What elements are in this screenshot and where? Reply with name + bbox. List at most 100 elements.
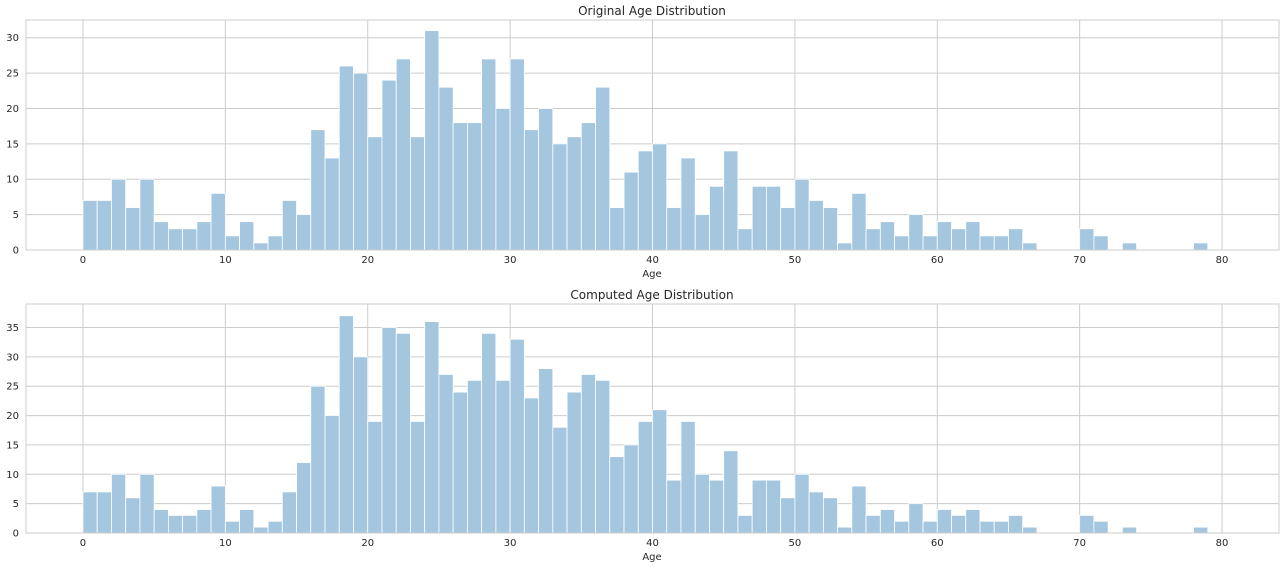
histogram-bar — [637, 421, 653, 534]
histogram-bar — [353, 356, 369, 534]
histogram-bar — [794, 178, 810, 251]
histogram-bar — [395, 332, 411, 534]
x-tick-label: 20 — [361, 538, 374, 549]
histogram-bar — [367, 421, 383, 534]
histogram-bar — [239, 509, 255, 534]
histogram-bar — [894, 520, 910, 534]
chart-title: Computed Age Distribution — [570, 288, 733, 302]
histogram-bar — [951, 514, 967, 534]
histogram-bar — [167, 514, 184, 534]
histogram-bar — [224, 520, 240, 534]
x-axis-label: Age — [642, 552, 661, 563]
histogram-bar — [1008, 514, 1024, 534]
histogram-bar — [139, 178, 155, 251]
histogram-bar — [239, 221, 255, 251]
y-tick-label: 20 — [6, 411, 19, 422]
histogram-bar — [96, 491, 112, 534]
histogram-bar — [652, 143, 668, 251]
histogram-bar — [609, 207, 625, 251]
histogram-bar — [310, 129, 326, 251]
histogram-bar — [182, 514, 198, 534]
histogram-bar — [908, 214, 924, 251]
original-age-panel: 0 5 10 15 20 25 30 0 10 20 30 40 50 60 70 80 Original A… — [6, 4, 1280, 280]
histogram-bar — [609, 456, 625, 534]
histogram-bar — [1079, 514, 1095, 534]
histogram-bar — [125, 207, 141, 251]
histogram-bar — [111, 473, 127, 534]
histogram-bar — [296, 462, 312, 534]
x-tick-label: 50 — [789, 538, 802, 549]
histogram-bar — [851, 485, 867, 534]
histogram-bar — [580, 374, 596, 534]
histogram-bar — [865, 514, 881, 534]
histogram-bar — [281, 200, 297, 251]
histogram-bar — [538, 368, 554, 534]
histogram-bar — [1193, 242, 1209, 251]
histogram-bar — [780, 497, 796, 534]
plot-frame — [25, 303, 1280, 534]
y-tick-label: 30 — [6, 33, 19, 44]
x-tick-label: 80 — [1216, 538, 1229, 549]
histogram-bar — [951, 228, 967, 251]
histogram-bar — [1022, 526, 1038, 534]
y-tick-label: 15 — [6, 440, 19, 451]
histogram-bar — [338, 65, 354, 251]
histogram-bar — [580, 122, 596, 251]
x-tick-label: 0 — [80, 538, 86, 549]
histogram-bar — [908, 503, 924, 534]
histogram-bar — [495, 379, 511, 534]
histogram-bar — [822, 207, 839, 251]
histogram-bar — [837, 526, 853, 534]
histogram-bar — [595, 86, 611, 251]
histogram-bar — [296, 214, 312, 251]
x-tick-label: 30 — [504, 255, 517, 266]
x-tick-label: 70 — [1073, 538, 1086, 549]
histogram-bar — [267, 235, 283, 251]
x-tick-label: 80 — [1216, 255, 1229, 266]
histogram-bar — [879, 509, 895, 534]
histogram-bar — [1022, 242, 1038, 251]
histogram-bar — [438, 86, 454, 251]
histogram-bar — [751, 479, 767, 534]
histogram-bar — [552, 143, 568, 251]
histogram-bar — [566, 391, 582, 534]
histogram-bar — [509, 58, 525, 251]
histogram-bar — [153, 221, 169, 251]
y-tick-label: 15 — [6, 139, 19, 150]
histogram-bar — [666, 479, 682, 534]
histogram-bar — [96, 200, 112, 251]
x-tick-label: 20 — [361, 255, 374, 266]
x-tick-label: 10 — [219, 538, 232, 549]
x-tick-label: 30 — [504, 538, 517, 549]
histogram-bar — [979, 235, 995, 251]
histogram-bar — [253, 242, 269, 251]
histogram-bar — [538, 108, 554, 251]
histogram-bar — [381, 327, 397, 534]
histogram-bar — [808, 491, 824, 534]
histogram-bar — [879, 221, 895, 251]
histogram-bar — [523, 129, 539, 251]
histogram-bar — [794, 473, 810, 534]
y-tick-label: 10 — [6, 470, 19, 481]
histogram-bar — [851, 192, 867, 251]
histogram-bar — [82, 200, 98, 251]
histogram-bar — [125, 497, 141, 534]
histogram-bar — [936, 509, 952, 534]
histogram-bar — [267, 520, 283, 534]
x-tick-label: 50 — [789, 255, 802, 266]
histogram-bar — [224, 235, 240, 251]
histogram-bar — [1121, 526, 1138, 534]
x-tick-label: 60 — [931, 255, 944, 266]
x-axis-label: Age — [642, 269, 661, 280]
histogram-bar — [381, 79, 397, 251]
histogram-bar — [182, 228, 198, 251]
y-tick-label: 25 — [6, 69, 19, 80]
x-tick-label: 10 — [219, 255, 232, 266]
histogram-bar — [196, 221, 212, 251]
histogram-bar — [751, 185, 767, 251]
histogram-bar — [894, 235, 910, 251]
histogram-bar — [367, 136, 383, 251]
y-tick-label: 35 — [6, 323, 19, 334]
histogram-bar — [324, 157, 340, 251]
y-tick-label: 10 — [6, 175, 19, 186]
